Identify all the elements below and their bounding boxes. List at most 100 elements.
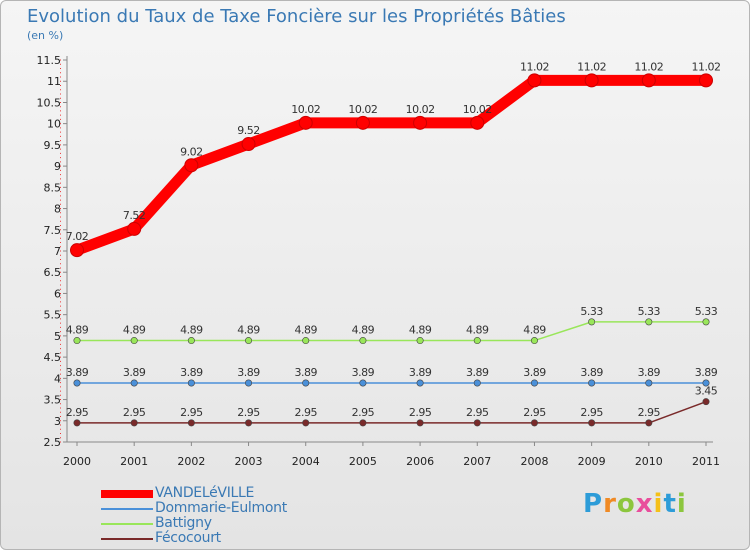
data-label: 3.89 (466, 366, 489, 379)
y-tick-label: 5.5 (44, 309, 62, 322)
y-tick-label: 11 (47, 75, 61, 88)
y-tick-label: 7.5 (44, 224, 62, 237)
data-label: 3.89 (409, 366, 432, 379)
legend-swatch (101, 538, 153, 540)
data-point (130, 337, 138, 345)
data-label: 4.89 (466, 324, 489, 337)
data-label: 3.89 (580, 366, 603, 379)
data-point (470, 115, 485, 130)
x-tick-label: 2002 (177, 455, 205, 468)
x-tick-label: 2004 (292, 455, 320, 468)
data-label: 3.89 (123, 366, 146, 379)
y-tick-label: 5 (54, 330, 61, 343)
y-tick-label: 8.5 (44, 181, 62, 194)
data-point (645, 419, 653, 427)
data-label: 2.95 (66, 406, 89, 419)
data-label: 7.02 (66, 230, 89, 243)
x-tick-label: 2006 (406, 455, 434, 468)
proxiti-logo: Proxiti (583, 489, 687, 519)
data-label: 10.02 (463, 103, 492, 116)
data-point (245, 337, 253, 345)
data-label: 10.02 (291, 103, 320, 116)
logo-letter: x (635, 489, 654, 519)
data-point (127, 221, 142, 236)
data-point (702, 379, 710, 387)
data-label: 3.89 (352, 366, 375, 379)
data-label: 5.33 (638, 305, 661, 318)
x-tick-label: 2007 (463, 455, 491, 468)
data-label: 4.89 (294, 324, 317, 337)
data-label: 3.89 (638, 366, 661, 379)
data-point (530, 337, 538, 345)
data-label: 4.89 (66, 324, 89, 337)
data-point (645, 379, 653, 387)
y-tick-label: 8 (54, 203, 61, 216)
data-label: 9.52 (237, 124, 260, 137)
logo-letter: o (616, 489, 636, 519)
data-point (302, 337, 310, 345)
data-label: 3.89 (180, 366, 203, 379)
x-tick-label: 2011 (692, 455, 720, 468)
data-point (302, 419, 310, 427)
y-tick-label: 4.5 (44, 351, 62, 364)
data-label: 10.02 (348, 103, 377, 116)
data-label: 9.02 (180, 145, 203, 158)
data-point (187, 419, 195, 427)
y-tick-label: 6.5 (44, 266, 62, 279)
data-label: 3.89 (237, 366, 260, 379)
legend-swatch (101, 490, 153, 498)
data-point (184, 158, 199, 173)
data-label: 10.02 (406, 103, 435, 116)
data-point (702, 318, 710, 326)
x-tick-label: 2000 (63, 455, 91, 468)
logo-letter: i (653, 489, 664, 519)
data-label: 2.95 (180, 406, 203, 419)
data-label: 3.45 (695, 385, 718, 398)
chart-subtitle: (en %) (27, 29, 64, 42)
data-point (588, 379, 596, 387)
data-label: 2.95 (580, 406, 603, 419)
legend-label: Battigny (155, 515, 212, 531)
data-label: 4.89 (523, 324, 546, 337)
data-label: 4.89 (237, 324, 260, 337)
y-tick-label: 3.5 (44, 394, 62, 407)
y-tick-label: 4 (54, 372, 61, 385)
data-point (73, 419, 81, 427)
data-label: 3.89 (294, 366, 317, 379)
data-point (241, 137, 256, 152)
data-label: 4.89 (352, 324, 375, 337)
data-label: 3.89 (523, 366, 546, 379)
logo-letter: t (663, 489, 677, 519)
data-label: 11.02 (692, 60, 721, 73)
data-label: 11.02 (520, 60, 549, 73)
data-point (702, 398, 710, 406)
data-label: 5.33 (695, 305, 718, 318)
x-tick-label: 2008 (520, 455, 548, 468)
data-point (359, 379, 367, 387)
y-tick-label: 9.5 (44, 139, 62, 152)
series-line-3 (76, 400, 707, 424)
y-tick-label: 9 (54, 160, 61, 173)
data-point (473, 337, 481, 345)
data-label: 2.95 (638, 406, 661, 419)
data-label: 2.95 (466, 406, 489, 419)
data-point (130, 379, 138, 387)
x-tick-label: 2010 (635, 455, 663, 468)
legend-label: Fécocourt (155, 530, 221, 546)
series-line-2 (76, 321, 707, 342)
data-point (187, 379, 195, 387)
data-point (416, 379, 424, 387)
data-point (187, 337, 195, 345)
logo-letter: P (583, 489, 604, 519)
logo-letter: i (676, 489, 687, 519)
data-label: 3.89 (695, 366, 718, 379)
data-label: 11.02 (634, 60, 663, 73)
data-label: 2.95 (294, 406, 317, 419)
data-label: 2.95 (352, 406, 375, 419)
y-tick-label: 10.5 (37, 96, 62, 109)
data-point (416, 337, 424, 345)
y-tick-label: 3 (54, 415, 61, 428)
data-point (359, 419, 367, 427)
data-point (130, 419, 138, 427)
